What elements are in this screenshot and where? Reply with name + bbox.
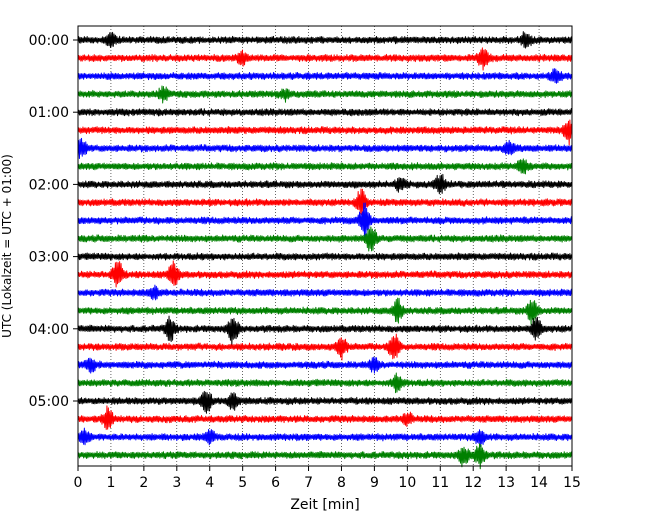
x-tick-label-3: 3 bbox=[172, 475, 181, 491]
x-axis-ticks: 0 1 2 3 4 5 6 7 8 9 10 11 12 13 14 15 bbox=[74, 466, 581, 491]
trace-row-0 bbox=[77, 31, 573, 49]
y-tick-label-4: 04:00 bbox=[29, 322, 69, 338]
trace-row-14 bbox=[77, 284, 573, 301]
trace-row-1 bbox=[77, 47, 573, 71]
trace-row-20 bbox=[77, 390, 573, 414]
trace-row-21 bbox=[77, 405, 573, 430]
x-tick-label-1: 1 bbox=[106, 475, 115, 491]
x-tick-label-0: 0 bbox=[74, 475, 83, 491]
trace-row-5 bbox=[77, 119, 573, 146]
trace-row-9 bbox=[77, 188, 573, 216]
y-tick-label-0: 00:00 bbox=[29, 33, 69, 49]
x-tick-label-6: 6 bbox=[271, 475, 280, 491]
x-tick-label-12: 12 bbox=[464, 475, 482, 491]
trace-row-6 bbox=[77, 137, 573, 159]
trace-row-17 bbox=[77, 333, 573, 361]
trace-row-2 bbox=[77, 68, 573, 84]
trace-row-11 bbox=[77, 226, 573, 252]
trace-row-12 bbox=[77, 252, 573, 261]
y-tick-label-5: 05:00 bbox=[29, 394, 69, 410]
x-tick-label-14: 14 bbox=[530, 475, 548, 491]
trace-row-8 bbox=[77, 173, 573, 195]
x-axis-label: Zeit [min] bbox=[290, 497, 359, 513]
x-tick-label-2: 2 bbox=[139, 475, 148, 491]
x-tick-label-13: 13 bbox=[497, 475, 515, 491]
trace-row-19 bbox=[77, 372, 573, 394]
trace-row-18 bbox=[77, 356, 573, 374]
x-tick-label-10: 10 bbox=[398, 475, 416, 491]
y-tick-label-3: 03:00 bbox=[29, 250, 69, 266]
x-tick-label-5: 5 bbox=[238, 475, 247, 491]
x-tick-label-11: 11 bbox=[431, 475, 449, 491]
trace-row-7 bbox=[77, 158, 573, 175]
trace-row-22 bbox=[77, 427, 573, 448]
y-axis-label: UTC (Lokalzeit = UTC + 01:00) bbox=[0, 154, 14, 338]
y-tick-label-2: 02:00 bbox=[29, 177, 69, 193]
y-tick-label-1: 01:00 bbox=[29, 105, 69, 121]
trace-row-10 bbox=[77, 202, 573, 241]
y-axis-ticks: 00:00 01:00 02:00 03:00 04:00 05:00 bbox=[29, 33, 78, 410]
trace-row-23 bbox=[77, 443, 573, 470]
x-tick-label-7: 7 bbox=[304, 475, 313, 491]
trace-lines bbox=[77, 31, 573, 470]
x-tick-label-9: 9 bbox=[370, 475, 379, 491]
x-tick-label-15: 15 bbox=[563, 475, 581, 491]
trace-row-13 bbox=[77, 260, 573, 288]
plot-frame bbox=[77, 25, 573, 467]
trace-row-16 bbox=[77, 315, 573, 346]
trace-row-3 bbox=[77, 85, 573, 104]
trace-row-4 bbox=[77, 108, 573, 117]
trace-row-15 bbox=[77, 297, 573, 326]
x-tick-label-4: 4 bbox=[205, 475, 214, 491]
x-tick-label-8: 8 bbox=[337, 475, 346, 491]
